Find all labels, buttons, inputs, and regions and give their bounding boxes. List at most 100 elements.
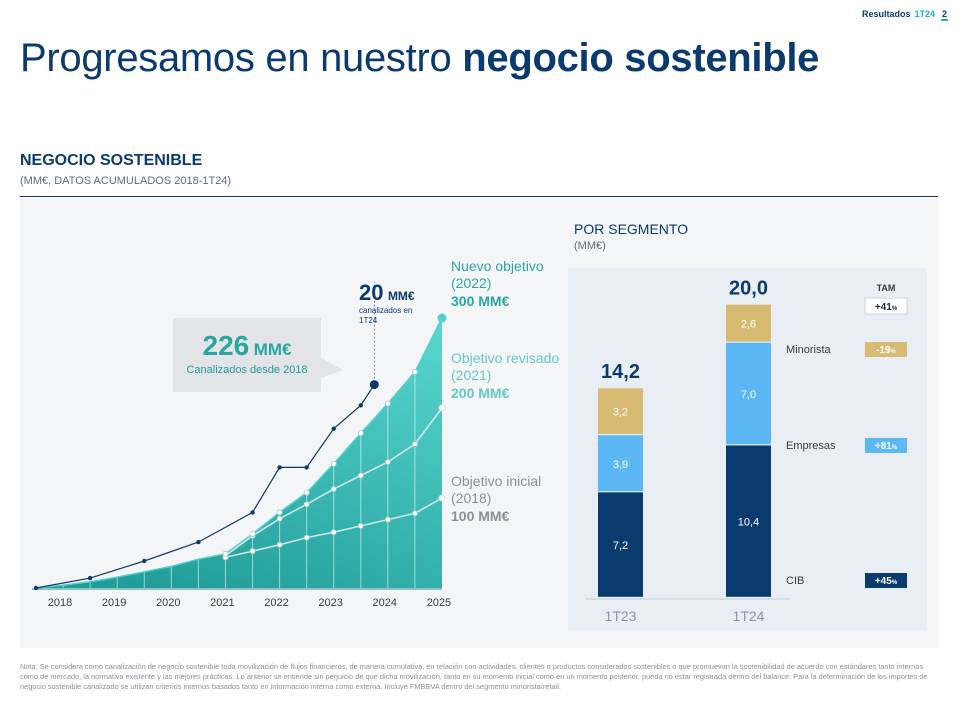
target-point [357,430,364,437]
target-revised-unit: MM€ [478,385,510,401]
header-period: 1T24 [914,9,935,19]
tam-badge [865,342,907,357]
x-tick-label: 2020 [156,597,180,609]
page-title: Progresamos en nuestro negocio sostenibl… [20,36,819,81]
target-point [249,531,256,538]
callout-box [173,318,343,392]
target-point [249,548,256,555]
target-point [411,510,418,517]
target-point [357,472,364,479]
x-tick-label: 2018 [48,597,72,609]
bar-total-label: 14,2 [601,361,640,383]
area-highlight [36,318,442,588]
tam-suffix: % [892,445,898,451]
marker-value: 20 [359,280,384,305]
target-initial: Objetivo inicial (2018) 100 MM€ [451,473,541,526]
target-point [330,529,337,536]
tam-total-value: +41% [875,302,898,313]
tam-badge [865,573,907,588]
target-new-value: 300 [451,293,475,309]
real-point [250,510,255,515]
target-point [357,522,364,529]
target-revised: Objetivo revisado (2021) 200 MM€ [451,350,559,403]
segment-title: POR SEGMENTO [574,221,689,237]
section-divider [20,196,938,197]
target-new-unit: MM€ [478,293,510,309]
header-bar: Resultados 1T24 2 [862,9,948,21]
real-point [304,465,309,470]
page-title-regular: Progresamos en nuestro [20,36,463,80]
target-new-line1: Nuevo objetivo [451,258,544,274]
real-point [33,585,39,591]
target-revised-value: 200 [451,385,475,401]
bar-value-label: 3,2 [613,407,628,419]
category-label: 1T23 [605,608,637,624]
header-label: Resultados [861,9,911,19]
bar-segment [598,435,643,492]
target-point [303,489,310,496]
target-point [411,368,418,375]
tam-suffix: % [892,580,898,586]
page-title-bold: negocio sostenible [462,36,820,80]
target-point [276,541,283,548]
target-point [330,460,337,467]
bar-value-label: 2,6 [741,319,756,331]
target-point [384,400,391,407]
tam-total-badge [864,297,908,315]
marker-caption-1: canalizados en [359,306,413,315]
bar-segment [598,388,643,434]
real-point [87,575,93,581]
tam-header: TAM [877,283,896,293]
bar-value-label: 7,0 [741,389,756,401]
target-point [276,515,283,522]
target-new-line2: (2022) [451,275,492,291]
bar-total-label: 20,0 [729,278,768,300]
x-tick-label: 2025 [427,597,451,609]
bar-segment [726,304,771,342]
bar-value-label: 7,2 [613,540,628,552]
segment-name-label: Minorista [786,344,832,356]
total-callout: 226 MM€ Canalizados desde 2018 [173,318,343,392]
revised-target-endpoint [438,404,446,412]
target-point [384,516,391,523]
target-new: Nuevo objetivo (2022) 300 MM€ [451,258,544,311]
bar-value-label: 10,4 [738,517,759,529]
new-target-endpoint [437,313,447,323]
target-point [222,550,229,557]
tam-badge-value: +81% [875,441,898,452]
segment-name-label: CIB [786,575,804,587]
bar-segment [726,342,771,445]
bar-segment [598,492,643,597]
real-point [331,426,336,431]
target-revised-line2: (2021) [451,367,492,383]
real-point [277,465,282,470]
category-label: 1T24 [733,608,765,624]
target-point [303,534,310,541]
marker-caption-2: 1T24 [359,316,378,325]
line-real [35,384,375,589]
x-tick-label: 2021 [210,597,234,609]
callout-unit: MM€ [253,340,292,359]
real-point [196,539,201,545]
marker-unit: MM€ [387,289,415,303]
target-revised-line1: Objetivo revisado [451,350,560,366]
target-point [411,440,418,447]
section-title: NEGOCIO SOSTENIBLE [20,152,203,169]
initial-target-endpoint [438,494,446,502]
target-initial-unit: MM€ [478,508,510,524]
segment-subtitle: (MM€) [574,240,606,252]
real-point [142,558,147,564]
tam-badge-value: +45% [875,576,898,587]
tam-badge [865,438,907,453]
target-point [330,485,337,492]
real-point [358,403,363,408]
x-tick-label: 2019 [102,597,126,609]
page-number: 2 [940,9,948,21]
footnote: Nota: Se considera como canalización de … [20,662,928,692]
tam-suffix: % [891,349,897,355]
tam-badge-value: -19% [876,345,896,356]
callout-caption: Canalizados desde 2018 [186,364,308,376]
x-tick-label: 2022 [264,597,288,609]
target-initial-line2: (2018) [451,490,492,506]
